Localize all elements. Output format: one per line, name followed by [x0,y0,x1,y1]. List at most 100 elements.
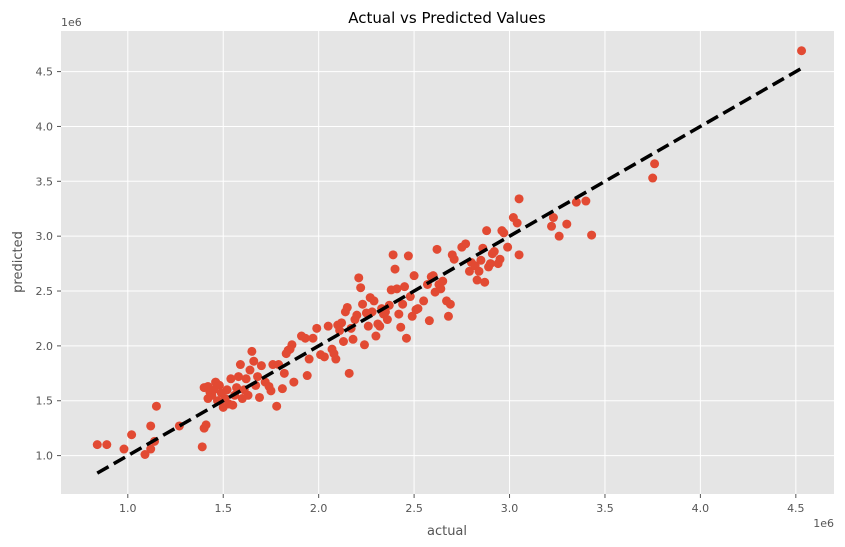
y-axis-offset-label: 1e6 [61,16,82,29]
plot-background [61,31,834,494]
data-point [648,173,658,183]
data-point [449,254,459,264]
data-point [485,259,495,269]
data-point [352,310,362,320]
y-tick-label: 3.0 [36,230,54,243]
data-point [403,251,413,261]
data-point [146,444,156,454]
data-point [371,331,381,341]
data-point [319,352,329,362]
data-point [214,380,224,390]
data-point [398,299,408,309]
data-point [197,442,207,452]
data-point [396,322,406,332]
data-point [146,421,156,431]
data-point [226,374,236,384]
data-point [472,275,482,285]
data-point [419,296,429,306]
data-point [308,333,318,343]
data-point [359,340,369,350]
data-point [127,430,137,440]
data-point [401,333,411,343]
x-tick-label: 1.0 [119,502,137,515]
data-point [245,365,255,375]
data-point [413,304,423,314]
data-point [512,218,522,228]
data-point [495,254,505,264]
data-point [394,309,404,319]
data-point [461,239,471,249]
data-point [499,228,509,238]
data-point [354,273,364,283]
data-point [474,266,484,276]
data-point [489,247,499,257]
x-tick-label: 1.5 [214,502,232,515]
data-point [247,346,257,356]
x-tick-label: 4.5 [787,502,805,515]
x-tick-label: 2.5 [405,502,423,515]
data-point [476,255,486,265]
data-point [547,221,557,231]
data-point [367,307,377,317]
data-point [235,360,245,370]
data-point [358,299,368,309]
data-point [243,390,253,400]
data-point [438,276,448,286]
data-point [503,242,513,252]
y-tick-label: 4.5 [36,66,54,79]
data-point [241,374,251,384]
data-point [409,271,419,281]
data-point [514,250,524,260]
data-point [266,386,276,396]
data-point [253,372,263,382]
data-point [323,321,333,331]
data-point [390,264,400,274]
data-point [400,282,410,292]
data-point [464,266,474,276]
data-point [480,277,490,287]
data-point [363,321,373,331]
data-point [344,368,354,378]
y-tick-label: 2.0 [36,340,54,353]
data-point [548,213,558,223]
data-point [436,284,446,294]
x-tick-label: 2.0 [310,502,328,515]
data-point [432,244,442,254]
data-point [234,372,244,382]
data-point [562,219,572,229]
data-point [304,354,314,364]
data-point [312,323,322,333]
y-axis-ticks: 1.0 1.5 2.0 2.5 3.0 3.5 4.0 4.5 [36,66,61,463]
data-point [342,302,352,312]
data-point [289,377,299,387]
data-point [151,401,161,411]
reference-line [96,66,803,475]
data-point [375,321,385,331]
data-point [392,284,402,294]
data-point [514,194,524,204]
data-point [287,340,297,350]
data-point [256,361,266,371]
data-point [119,444,129,454]
data-points [92,46,807,460]
data-point [405,292,415,302]
data-point [102,440,112,450]
data-point [300,333,310,343]
data-point [335,326,345,336]
y-tick-label: 1.0 [36,450,54,463]
y-tick-label: 1.5 [36,395,54,408]
data-point [277,384,287,394]
data-point [443,311,453,321]
y-tick-label: 2.5 [36,285,54,298]
data-point [356,283,366,293]
data-point [482,226,492,236]
data-point [571,197,581,207]
y-tick-label: 3.5 [36,175,54,188]
data-point [407,311,417,321]
data-point [554,231,564,241]
data-point [228,400,238,410]
data-point [338,336,348,346]
x-tick-label: 3.5 [596,502,614,515]
x-tick-label: 3.0 [501,502,519,515]
